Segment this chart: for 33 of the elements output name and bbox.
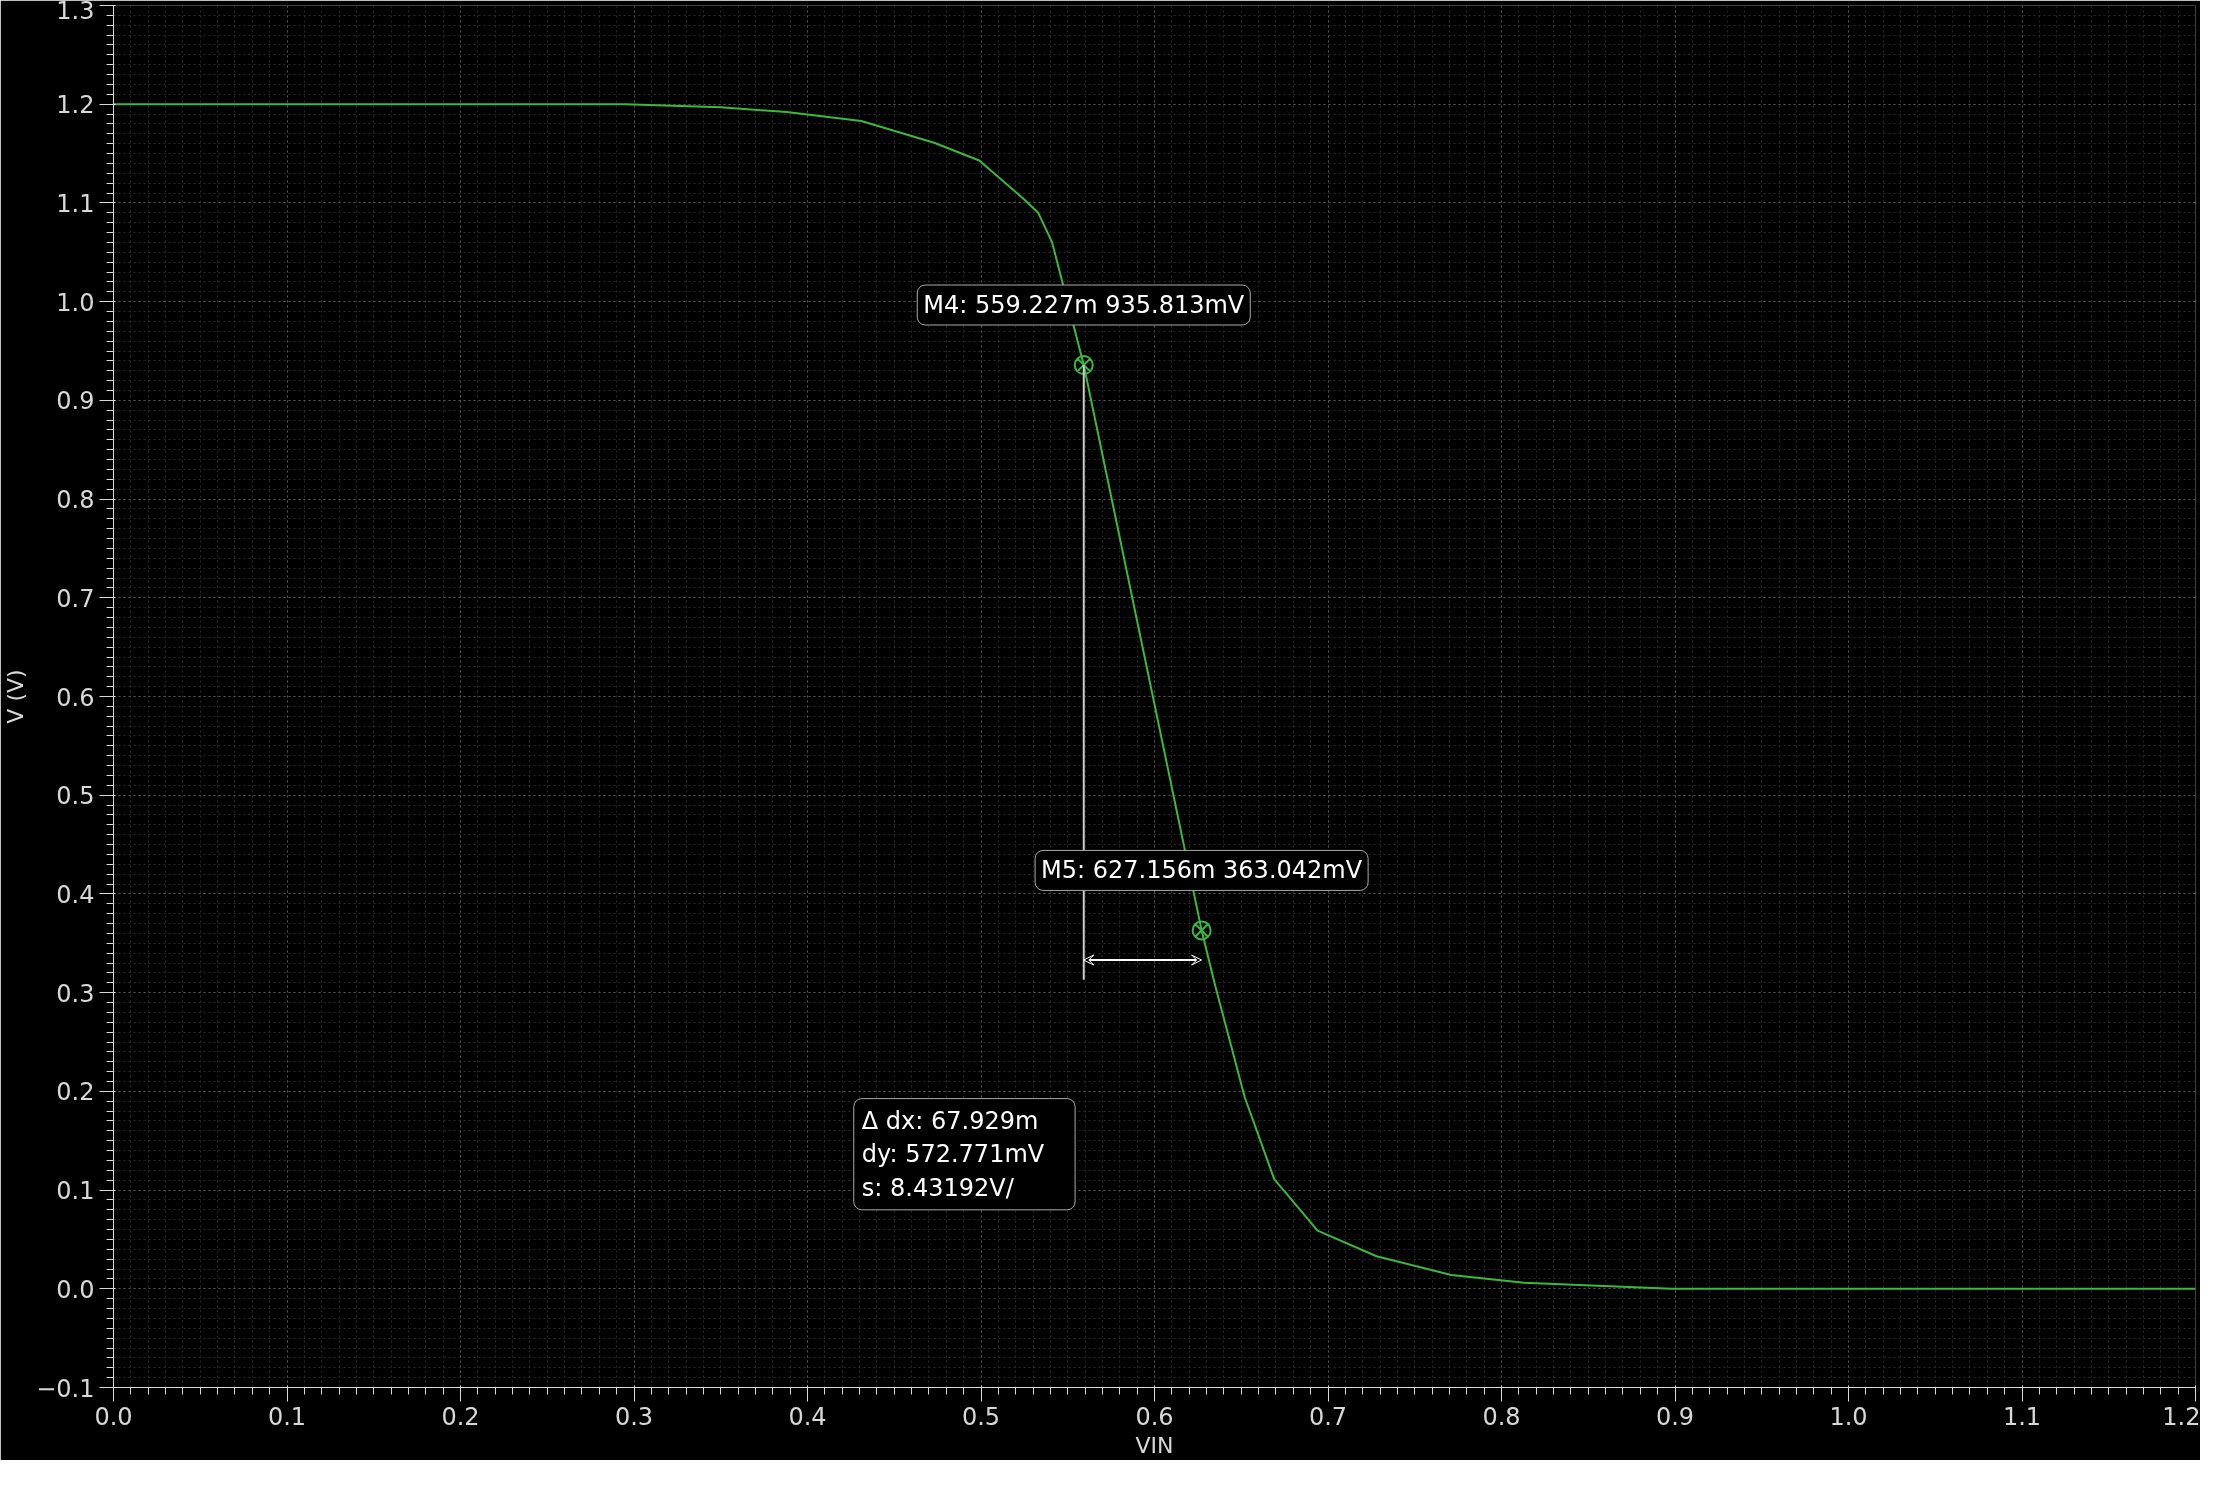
y-tick-label: −0.1 <box>36 1374 95 1403</box>
y-tick-label: 1.3 <box>56 0 95 25</box>
y-tick-label: 0.5 <box>56 782 95 811</box>
x-tick-label: 0.6 <box>1135 1402 1174 1431</box>
x-tick-label: 0.9 <box>1655 1402 1695 1431</box>
x-axis-title: VIN <box>1135 1432 1174 1458</box>
x-tick-label: 0.1 <box>267 1402 307 1431</box>
annotation: M4: 559.227m 935.813mV <box>923 291 1245 319</box>
y-tick-label: 1.1 <box>56 189 95 218</box>
y-tick-label: 0.4 <box>56 880 95 909</box>
y-tick-label: 0.6 <box>56 683 95 712</box>
x-tick-label: 0.7 <box>1308 1402 1348 1431</box>
x-tick-label: 1.2 <box>2162 1402 2201 1431</box>
y-tick-label: 0.3 <box>56 979 95 1008</box>
annotation: M5: 627.156m 363.042mV <box>1041 856 1363 885</box>
x-tick-label: 0.3 <box>614 1402 654 1431</box>
x-tick-label: 0.0 <box>94 1402 133 1431</box>
x-tick-label: 0.2 <box>441 1402 480 1431</box>
y-tick-label: 0.9 <box>56 387 95 416</box>
x-tick-label: 0.4 <box>788 1402 827 1431</box>
y-tick-label: 0.2 <box>56 1078 95 1107</box>
y-tick-label: 0.8 <box>56 486 95 515</box>
y-axis-title: V (V) <box>3 669 29 724</box>
y-tick-label: 1.0 <box>56 288 95 317</box>
y-tick-label: 0.0 <box>56 1275 95 1304</box>
annotation: Δ dx: 67.929m dy: 572.771mV s: 8.43192V/ <box>861 1106 1045 1202</box>
x-tick-label: 1.1 <box>2002 1402 2042 1431</box>
x-tick-label: 0.8 <box>1482 1402 1521 1431</box>
y-tick-label: 0.7 <box>56 584 95 613</box>
y-tick-label: 1.2 <box>56 91 95 120</box>
y-tick-label: 0.1 <box>56 1177 95 1206</box>
x-tick-label: 0.5 <box>961 1402 1001 1431</box>
x-tick-label: 1.0 <box>1829 1402 1868 1431</box>
